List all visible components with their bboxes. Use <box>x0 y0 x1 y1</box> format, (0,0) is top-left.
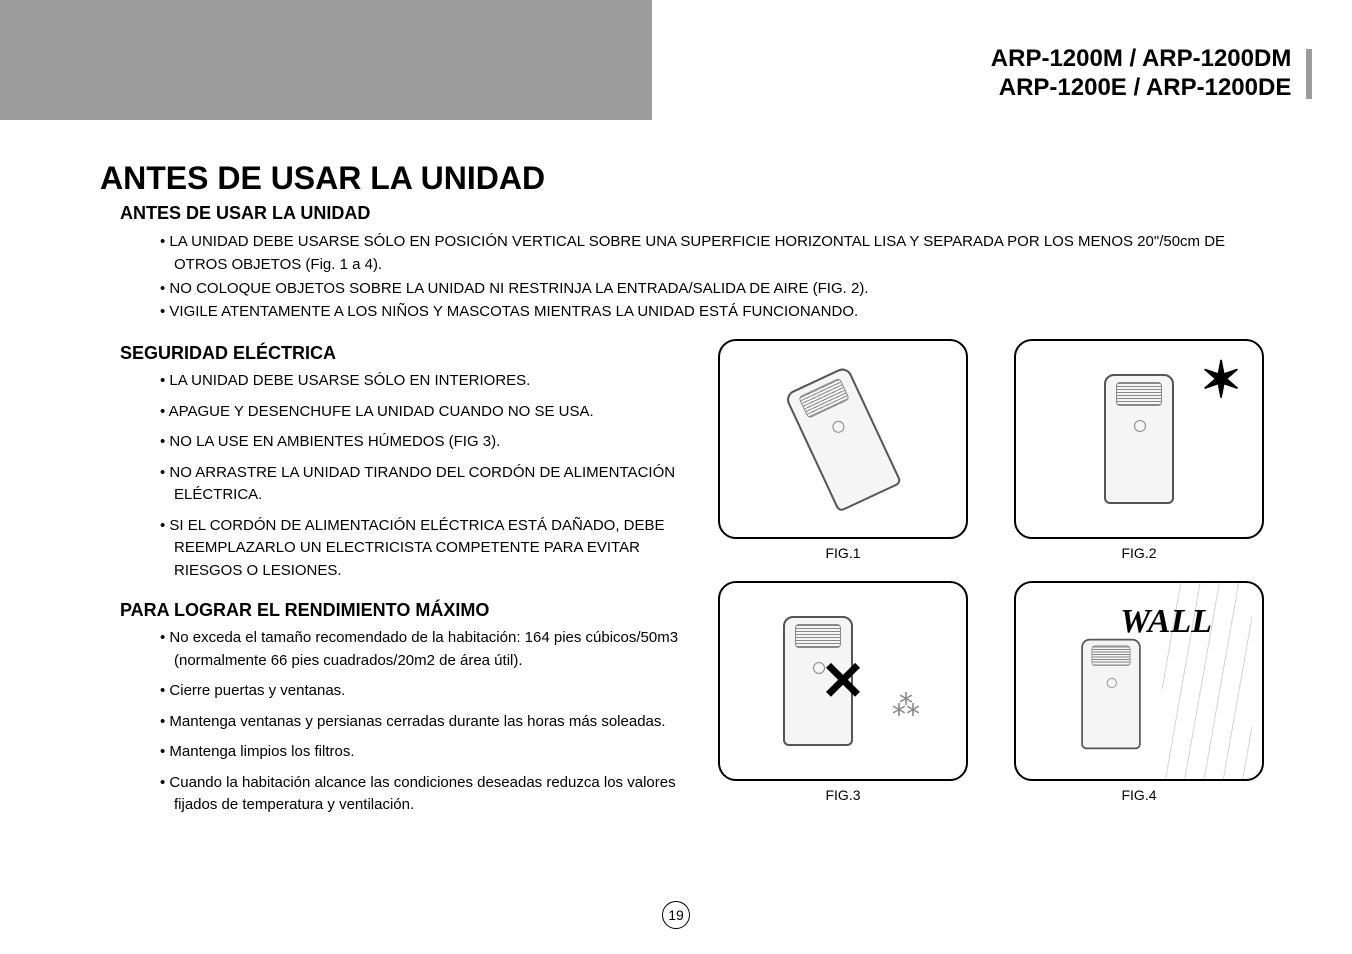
page-number: 19 <box>662 901 690 929</box>
list-item: SI EL CORDÓN DE ALIMENTACIÓN ELÉCTRICA E… <box>160 515 690 583</box>
page-content: ANTES DE USAR LA UNIDAD ANTES DE USAR LA… <box>0 120 1352 825</box>
ac-unit-icon <box>1081 639 1141 750</box>
list-item: Mantenga ventanas y persianas cerradas d… <box>160 711 690 734</box>
list-item: NO LA USE EN AMBIENTES HÚMEDOS (FIG 3). <box>160 431 690 454</box>
cross-icon: ✕ <box>820 650 865 713</box>
cross-icon: ✶ <box>1200 351 1242 409</box>
list-item: No exceda el tamaño recomendado de la ha… <box>160 627 690 672</box>
model-line-2: ARP-1200E / ARP-1200DE <box>999 74 1292 101</box>
list-item: NO COLOQUE OBJETOS SOBRE LA UNIDAD NI RE… <box>160 277 1272 300</box>
list-item: Cierre puertas y ventanas. <box>160 680 690 703</box>
section1-heading: ANTES DE USAR LA UNIDAD <box>120 203 1272 224</box>
water-splash-icon: ⁂ <box>876 689 936 749</box>
fig3-caption: FIG.3 <box>710 787 976 803</box>
page-title: ANTES DE USAR LA UNIDAD <box>100 160 1272 197</box>
model-line-1: ARP-1200M / ARP-1200DM <box>991 45 1292 72</box>
section1-list: LA UNIDAD DEBE USARSE SÓLO EN POSICIÓN V… <box>160 230 1272 323</box>
fig1-caption: FIG.1 <box>710 545 976 561</box>
list-item: APAGUE Y DESENCHUFE LA UNIDAD CUANDO NO … <box>160 401 690 424</box>
wall-label: WALL <box>1120 603 1212 641</box>
figures-column: FIG.1 ✶ FIG.2 ✕ ⁂ FIG.3 <box>690 339 1272 825</box>
list-item: Cuando la habitación alcance las condici… <box>160 772 690 817</box>
section3-list: No exceda el tamaño recomendado de la ha… <box>160 627 690 817</box>
figure-2: ✶ FIG.2 <box>1006 339 1272 561</box>
section2-list: LA UNIDAD DEBE USARSE SÓLO EN INTERIORES… <box>160 370 690 582</box>
left-column: SEGURIDAD ELÉCTRICA LA UNIDAD DEBE USARS… <box>100 339 690 825</box>
vertical-bar-icon <box>1306 49 1312 99</box>
list-item: VIGILE ATENTAMENTE A LOS NIÑOS Y MASCOTA… <box>160 300 1272 323</box>
list-item: Mantenga limpios los filtros. <box>160 741 690 764</box>
header-bar: ARP-1200M / ARP-1200DM ARP-1200E / ARP-1… <box>0 0 1352 120</box>
fig4-caption: FIG.4 <box>1006 787 1272 803</box>
model-numbers: ARP-1200M / ARP-1200DM ARP-1200E / ARP-1… <box>991 45 1312 103</box>
ac-unit-icon <box>1104 374 1174 504</box>
list-item: LA UNIDAD DEBE USARSE SÓLO EN INTERIORES… <box>160 370 690 393</box>
ac-unit-icon <box>784 365 902 512</box>
figure-1: FIG.1 <box>710 339 976 561</box>
fig2-caption: FIG.2 <box>1006 545 1272 561</box>
list-item: NO ARRASTRE LA UNIDAD TIRANDO DEL CORDÓN… <box>160 462 690 507</box>
list-item: LA UNIDAD DEBE USARSE SÓLO EN POSICIÓN V… <box>160 230 1272 277</box>
section3-heading: PARA LOGRAR EL RENDIMIENTO MÁXIMO <box>120 600 690 621</box>
figure-3: ✕ ⁂ FIG.3 <box>710 581 976 803</box>
section2-heading: SEGURIDAD ELÉCTRICA <box>120 343 690 364</box>
figure-4: WALL FIG.4 <box>1006 581 1272 803</box>
